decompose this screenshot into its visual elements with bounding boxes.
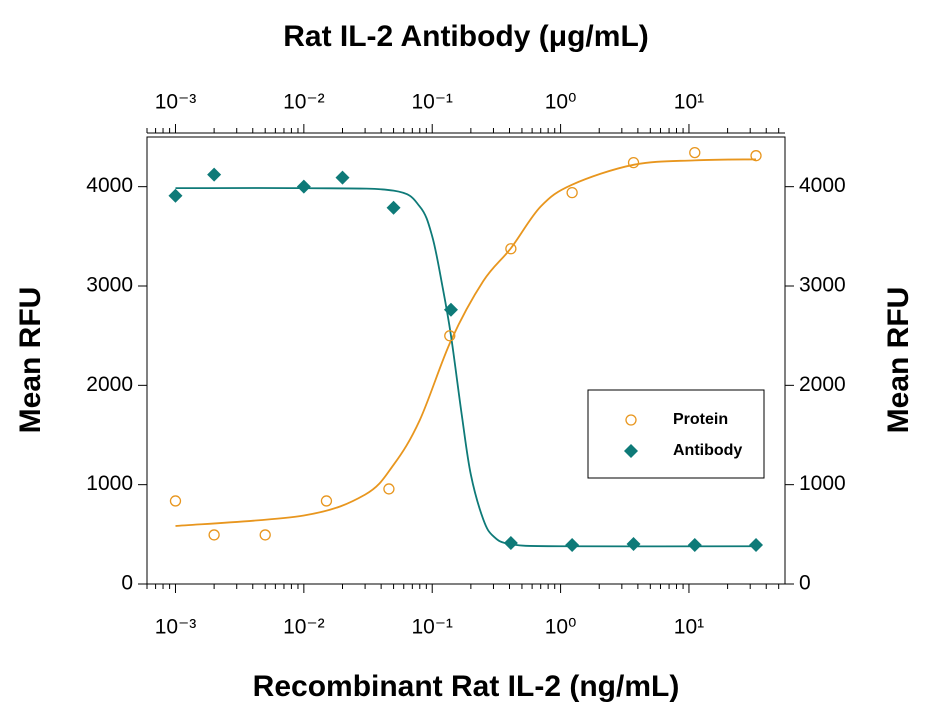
point [505, 243, 517, 255]
y-tick-label: 0 [121, 572, 133, 595]
legend-swatch [624, 444, 638, 458]
point [566, 186, 578, 199]
x-tick-label: 10⁻¹ [411, 616, 452, 639]
point [444, 330, 456, 342]
y-tick-label: 3000 [799, 274, 846, 297]
y-tick-label: 4000 [799, 174, 846, 197]
x-tick-label: 10⁻² [283, 616, 324, 639]
x-axis-label: Recombinant Rat IL-2 (ng/mL) [253, 670, 680, 703]
legend-label: Antibody [673, 442, 742, 459]
x-tick-label: 10¹ [674, 616, 704, 639]
point [749, 537, 764, 552]
point [168, 188, 183, 203]
chart-title: Rat IL-2 Antibody (μg/mL) [283, 20, 649, 53]
x-tick-label: 10¹ [674, 91, 704, 114]
point [383, 483, 395, 495]
legend-swatch [625, 414, 637, 426]
point [689, 146, 701, 159]
y-axis-label: Mean RFU [14, 287, 47, 434]
x-tick-label: 10⁻³ [155, 616, 196, 639]
x-tick-label: 10⁻³ [155, 91, 196, 114]
point [335, 170, 350, 185]
point [627, 156, 640, 169]
y-tick-label: 1000 [86, 472, 133, 495]
point [626, 536, 641, 551]
x-tick-label: 10⁻¹ [411, 91, 452, 114]
point [687, 537, 702, 552]
point [750, 150, 762, 162]
y-tick-label: 0 [799, 572, 811, 595]
point [259, 529, 271, 541]
point [386, 200, 401, 215]
legend-label: Protein [673, 411, 728, 428]
legend-box [587, 389, 765, 479]
point [443, 302, 458, 317]
y-tick-label: 4000 [86, 174, 133, 197]
y-tick-label: 2000 [86, 373, 133, 396]
plot-frame [146, 136, 786, 585]
y-tick-label: 1000 [799, 472, 846, 495]
y-tick-label: 3000 [86, 274, 133, 297]
y-tick-label: 2000 [799, 373, 846, 396]
y2-axis-label: Mean RFU [882, 287, 915, 434]
fit-curve [175, 187, 757, 548]
point [169, 495, 182, 507]
x-tick-label: 10⁻² [283, 91, 324, 114]
point [320, 495, 333, 507]
point [503, 535, 518, 550]
point [207, 167, 222, 182]
x-tick-label: 10⁰ [545, 91, 577, 114]
point [565, 537, 580, 552]
point [296, 179, 311, 194]
point [208, 529, 220, 541]
x-tick-label: 10⁰ [545, 616, 577, 639]
